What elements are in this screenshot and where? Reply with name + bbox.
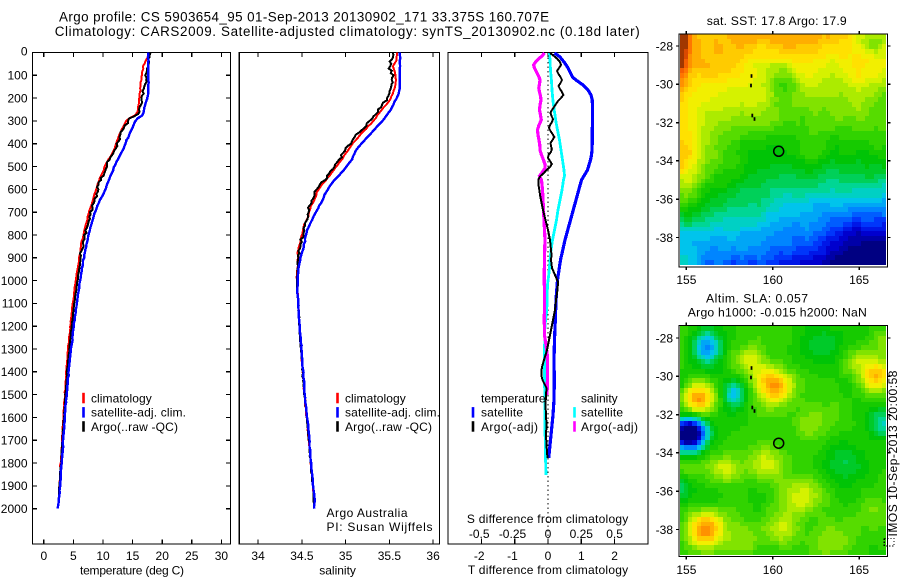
svg-text:-38: -38 (656, 523, 674, 537)
svg-text:-36: -36 (656, 485, 674, 499)
svg-text:Argo h1000: -0.015 h2000: NaN: Argo h1000: -0.015 h2000: NaN (688, 306, 867, 320)
svg-text:-2: -2 (474, 549, 485, 563)
svg-text:1800: 1800 (1, 456, 28, 470)
svg-text:-0.5: -0.5 (469, 527, 490, 541)
svg-text:1700: 1700 (1, 434, 28, 448)
svg-text:300: 300 (7, 114, 27, 128)
svg-text:36: 36 (426, 549, 440, 563)
svg-text:1600: 1600 (1, 411, 28, 425)
svg-text:climatology: climatology (91, 391, 152, 405)
svg-text:Argo(-adj): Argo(-adj) (481, 420, 538, 434)
svg-text:35: 35 (339, 549, 353, 563)
svg-text:10: 10 (96, 549, 110, 563)
svg-text:1300: 1300 (1, 342, 28, 356)
svg-text:1: 1 (578, 549, 585, 563)
svg-text:Argo(..raw -QC): Argo(..raw -QC) (91, 420, 178, 434)
svg-text:160: 160 (763, 273, 783, 287)
svg-text:160: 160 (763, 563, 783, 577)
svg-text:S difference from climatology: S difference from climatology (467, 512, 628, 526)
svg-text:155: 155 (676, 563, 696, 577)
svg-text:climatology: climatology (345, 391, 406, 405)
svg-text:-30: -30 (656, 370, 674, 384)
svg-text:Argo Australia: Argo Australia (327, 506, 408, 520)
svg-text:-34: -34 (656, 154, 674, 168)
svg-text:IMOS 10-Sep-2013 20:00:58: IMOS 10-Sep-2013 20:00:58 (886, 370, 900, 536)
svg-text:-1: -1 (507, 549, 518, 563)
svg-text:34.5: 34.5 (290, 549, 314, 563)
svg-text:-32: -32 (656, 116, 674, 130)
svg-text:temperature (deg C): temperature (deg C) (80, 564, 184, 578)
svg-text:temperature: temperature (481, 391, 546, 405)
svg-text:1000: 1000 (1, 274, 28, 288)
svg-text:25: 25 (185, 549, 199, 563)
svg-text:Argo(-adj): Argo(-adj) (581, 420, 638, 434)
svg-text:-30: -30 (656, 78, 674, 92)
svg-text:20: 20 (156, 549, 170, 563)
svg-text:30: 30 (215, 549, 229, 563)
svg-text:0.5: 0.5 (606, 527, 623, 541)
svg-text:100: 100 (7, 69, 27, 83)
svg-text:700: 700 (7, 206, 27, 220)
svg-text:155: 155 (676, 273, 696, 287)
svg-text:sat. SST: 17.8 Argo: 17.9: sat. SST: 17.8 Argo: 17.9 (707, 14, 847, 28)
svg-text:salinity: salinity (319, 564, 356, 578)
svg-text:0: 0 (40, 549, 47, 563)
svg-text:satellite-adj. clim.: satellite-adj. clim. (91, 406, 186, 420)
svg-text:0.25: 0.25 (570, 527, 594, 541)
svg-text:600: 600 (7, 183, 27, 197)
svg-text:Altim. SLA: 0.057: Altim. SLA: 0.057 (706, 292, 808, 306)
svg-text:0: 0 (21, 45, 28, 59)
svg-text:2: 2 (611, 549, 618, 563)
svg-text:2000: 2000 (1, 502, 28, 516)
svg-text:salinity: salinity (581, 391, 618, 405)
svg-text:-36: -36 (656, 193, 674, 207)
svg-text:35.5: 35.5 (378, 549, 402, 563)
svg-text:satellite: satellite (581, 406, 623, 420)
svg-text:Climatology: CARS2009. Satelli: Climatology: CARS2009. Satellite-adjuste… (55, 24, 640, 39)
svg-text:165: 165 (849, 273, 869, 287)
svg-text:satellite-adj. clim.: satellite-adj. clim. (345, 406, 440, 420)
svg-text:15: 15 (126, 549, 140, 563)
svg-text:Argo(..raw -QC): Argo(..raw -QC) (345, 420, 432, 434)
svg-text:500: 500 (7, 160, 27, 174)
svg-text:-32: -32 (656, 408, 674, 422)
svg-text:Argo profile: CS 5903654_95 01: Argo profile: CS 5903654_95 01-Sep-2013 … (59, 10, 549, 25)
svg-text:900: 900 (7, 251, 27, 265)
svg-text:400: 400 (7, 137, 27, 151)
svg-text:0: 0 (545, 549, 552, 563)
svg-text:T difference from climatology: T difference from climatology (468, 563, 628, 577)
svg-text:1200: 1200 (1, 320, 28, 334)
svg-text:satellite: satellite (481, 406, 523, 420)
svg-text:PI: Susan Wijffels: PI: Susan Wijffels (327, 520, 433, 534)
svg-text:34: 34 (251, 549, 265, 563)
svg-text:1400: 1400 (1, 365, 28, 379)
svg-text:1100: 1100 (2, 297, 28, 311)
svg-text:-28: -28 (656, 331, 674, 345)
svg-text:1900: 1900 (1, 479, 28, 493)
svg-text:0: 0 (545, 527, 552, 541)
svg-text:-0.25: -0.25 (499, 527, 527, 541)
svg-text:5: 5 (70, 549, 77, 563)
svg-text:1500: 1500 (1, 388, 28, 402)
svg-text:165: 165 (849, 563, 869, 577)
svg-text:-34: -34 (656, 446, 674, 460)
svg-text:-38: -38 (656, 231, 674, 245)
svg-text:200: 200 (7, 91, 27, 105)
svg-text:-28: -28 (656, 39, 674, 53)
svg-text:800: 800 (7, 228, 27, 242)
